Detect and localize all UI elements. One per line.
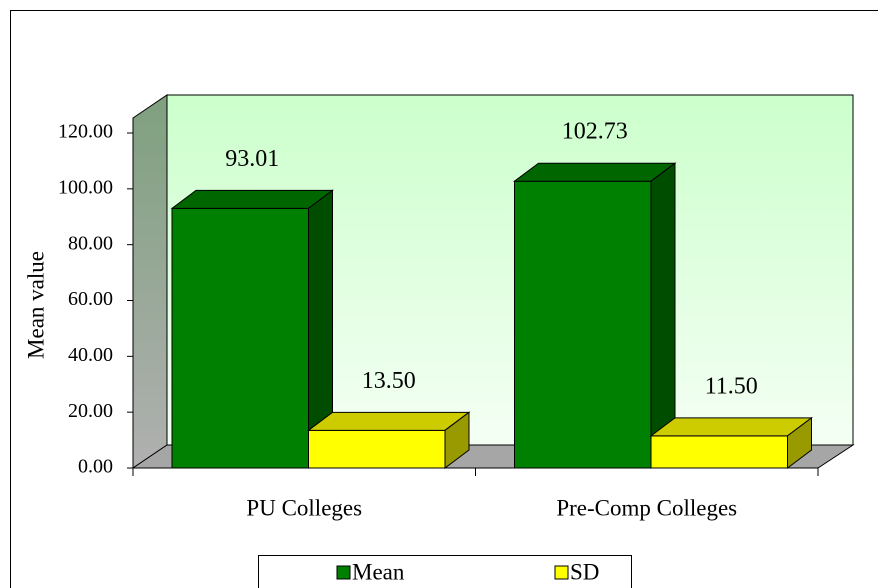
data-label: 11.50 <box>705 373 758 399</box>
data-label: 93.01 <box>225 146 279 172</box>
bar-side <box>444 411 470 469</box>
x-tick-label: PU Colleges <box>246 495 362 520</box>
legend-label: Mean <box>352 559 405 584</box>
y-tick-label: 60.00 <box>68 288 113 310</box>
y-axis-label: Mean value <box>23 251 48 359</box>
bar-side <box>787 416 812 469</box>
bar-top <box>170 189 334 209</box>
bar <box>307 411 471 469</box>
x-tick-label: Pre-Comp Colleges <box>556 495 737 520</box>
bar-top <box>649 417 813 437</box>
bar <box>649 416 813 469</box>
bar-top <box>513 162 677 182</box>
bar-front <box>308 429 446 469</box>
y-tick-label: 80.00 <box>68 232 113 254</box>
legend-label: SD <box>570 559 599 584</box>
legend-swatch <box>336 565 351 580</box>
legend-swatch <box>554 565 569 580</box>
bar <box>170 189 334 469</box>
y-tick-label: 40.00 <box>68 344 113 366</box>
y-tick-label: 0.00 <box>78 456 113 478</box>
side-wall <box>132 94 168 469</box>
legend <box>258 555 632 588</box>
y-tick-label: 100.00 <box>58 176 113 198</box>
data-label: 13.50 <box>362 368 416 394</box>
bar-front <box>171 207 309 469</box>
bar-front <box>650 435 788 469</box>
bar-front <box>514 180 652 469</box>
bar <box>513 162 677 469</box>
bar-top <box>307 411 471 431</box>
y-tick-label: 20.00 <box>68 400 113 422</box>
y-tick-label: 120.00 <box>58 121 113 143</box>
data-label: 102.73 <box>562 119 628 145</box>
